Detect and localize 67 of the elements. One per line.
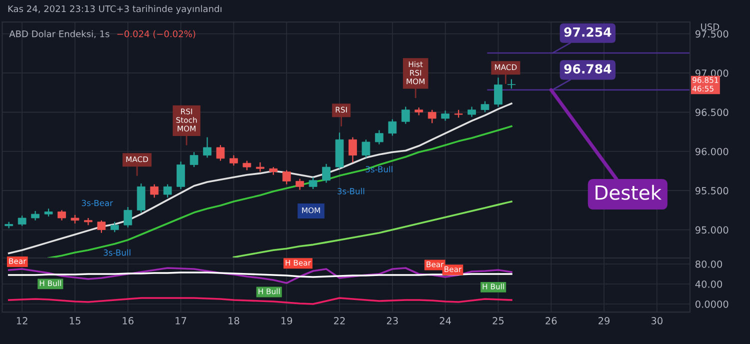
candlestick [242, 160, 252, 171]
annotation: 3s-Bear [82, 200, 114, 206]
annotation: 3s-Bull [338, 188, 364, 194]
candlestick [58, 210, 66, 221]
candlestick [375, 130, 384, 145]
y-tick-label: 80.00 [696, 260, 722, 268]
candlestick [308, 176, 318, 190]
candlestick [401, 106, 410, 124]
annotation: 3s-Bull [104, 249, 130, 256]
x-tick-label: 19 [281, 317, 292, 324]
candlestick [256, 162, 264, 172]
x-tick-label: 24 [440, 317, 451, 324]
y-tick-label: 96.000 [695, 148, 728, 156]
text: −0.024 (−0.02%) [117, 30, 196, 38]
x-tick-label: 25 [492, 317, 504, 324]
x-tick-label: 15 [70, 317, 80, 324]
ref-line-label: 96.784 [564, 64, 612, 74]
y-tick-label: 95.000 [695, 226, 728, 234]
candlestick [31, 210, 40, 221]
candlestick [176, 161, 185, 190]
candlestick [362, 139, 370, 158]
line-series [232, 200, 512, 258]
x-tick-label: 12 [16, 317, 28, 324]
candlestick [388, 118, 397, 136]
line-series [8, 297, 512, 305]
annotation: 3s-Bull [366, 166, 392, 172]
candlestick [282, 170, 291, 185]
candlestick [348, 136, 357, 163]
y-tick-label: 0.0000 [696, 300, 728, 308]
text: ABD Dolar Endeksi, 1s [9, 30, 110, 38]
x-tick-label: 29 [598, 317, 610, 324]
candlestick [507, 78, 516, 90]
line-series [48, 125, 512, 258]
y-tick-label: 40.00 [695, 280, 722, 288]
candlestick [203, 136, 212, 158]
annotation: Destek [596, 184, 662, 200]
candlestick [480, 100, 490, 113]
candlestick [190, 152, 198, 168]
text: Kas 24, 2021 23:13 UTC+3 tarihinde yayınlandı [8, 5, 222, 14]
candlestick [216, 144, 225, 162]
y-tick-label: 97.500 [695, 30, 728, 38]
x-tick-label: 17 [176, 317, 186, 324]
candlestick [124, 206, 132, 228]
candlestick [150, 184, 159, 198]
x-tick-label: 18 [228, 317, 240, 324]
y-tick-label: 95.500 [695, 187, 728, 194]
x-tick-label: 30 [651, 317, 662, 324]
y-tick-label: 96.500 [695, 108, 728, 116]
candlestick [230, 154, 238, 166]
candlestick [296, 178, 304, 190]
candlestick [97, 220, 106, 234]
line-series [8, 102, 512, 254]
x-tick-label: 23 [386, 317, 398, 324]
candlestick [468, 106, 476, 118]
candlestick [163, 184, 172, 198]
candlestick [322, 163, 330, 184]
candlestick [494, 77, 502, 108]
candlestick [18, 215, 26, 226]
x-tick-label: 16 [122, 317, 134, 324]
text: USD [701, 23, 720, 30]
candlestick [428, 109, 436, 124]
candlestick [136, 182, 146, 214]
candlestick [441, 110, 450, 122]
ref-line-label: 97.254 [564, 27, 612, 37]
x-tick-label: 26 [546, 317, 557, 324]
candlestick [110, 221, 119, 233]
x-tick-label: 22 [334, 317, 345, 324]
